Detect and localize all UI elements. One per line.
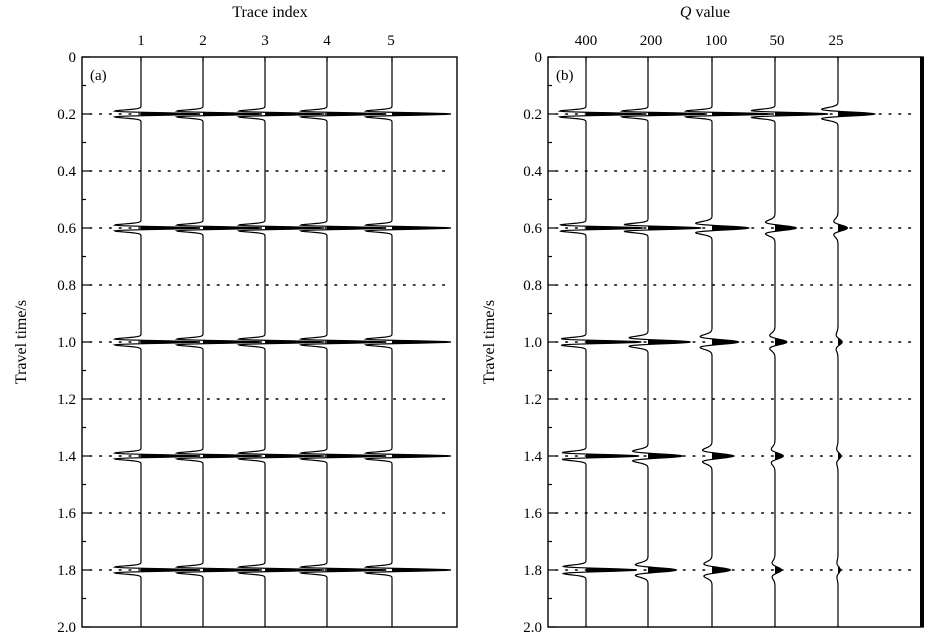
wavelet-fill [712, 566, 731, 574]
panel-a-top-title: Trace index [232, 4, 307, 21]
trace-line [683, 57, 772, 627]
wavelet-fill [838, 224, 848, 232]
wavelet-fill [586, 567, 637, 573]
wavelet-fill [648, 566, 677, 574]
panel-b-y-axis-label: Travel time/s [481, 300, 498, 384]
wavelet-fill [838, 111, 875, 117]
trace-50 [750, 57, 829, 627]
x-tick-label: 5 [387, 33, 395, 49]
y-tick-label: 0.2 [523, 107, 542, 123]
wavelet-fill [775, 338, 787, 346]
wavelet-fill [838, 565, 841, 575]
y-tick-label: 2.0 [57, 620, 76, 636]
panel-b-y-ticks: 0 0.2 0.4 0.6 0.8 1.0 1.2 1.4 1.6 1.8 2.0 [523, 50, 556, 636]
trace-line [174, 57, 263, 627]
y-tick-label: 1.4 [523, 449, 542, 465]
x-tick-label: 100 [705, 33, 728, 49]
wavelet-fill [586, 454, 640, 458]
panel-a-y-axis-label: Travel time/s [13, 300, 30, 384]
trace-1 [112, 57, 201, 627]
y-tick-label: 1.8 [523, 563, 542, 579]
x-tick-label: 50 [770, 33, 785, 49]
wavelet-fill [838, 451, 841, 461]
wavelet-fill [648, 453, 683, 459]
panel-a-traces [112, 57, 452, 627]
trace-line [236, 57, 325, 627]
y-tick-label: 0.4 [523, 164, 542, 180]
wavelet-fill [775, 565, 782, 575]
y-tick-label: 1.2 [57, 392, 76, 408]
panel-a: Trace index Travel time/s (a) 0 0.2 0.4 0.6… [13, 4, 458, 636]
y-tick-label: 1.0 [57, 335, 76, 351]
trace-5 [363, 57, 452, 627]
y-tick-label: 1.0 [523, 335, 542, 351]
y-tick-label: 1.8 [57, 563, 76, 579]
x-tick-label: 200 [640, 33, 663, 49]
y-tick-label: 0.8 [57, 278, 76, 294]
y-tick-label: 1.6 [523, 506, 542, 522]
y-tick-label: 1.2 [523, 392, 542, 408]
y-tick-label: 2.0 [523, 620, 542, 636]
y-tick-label: 0.2 [57, 107, 76, 123]
x-tick-label: 25 [829, 33, 844, 49]
x-tick-label: 2 [199, 33, 207, 49]
panel-a-y-ticks: 0 0.2 0.4 0.6 0.8 1.0 1.2 1.4 1.6 1.8 2.0 [57, 50, 90, 636]
wavelet-fill [775, 224, 797, 232]
trace-line [298, 57, 387, 627]
panel-a-tag: (a) [90, 68, 107, 84]
x-tick-label: 4 [323, 33, 331, 49]
trace-line [750, 57, 829, 627]
x-tick-label: 1 [137, 33, 145, 49]
trace-line [619, 57, 708, 627]
x-tick-label: 3 [261, 33, 269, 49]
x-tick-label: 400 [575, 33, 598, 49]
wavelet-fill [775, 112, 829, 116]
wavelet-fill [648, 339, 691, 345]
y-tick-label: 0 [535, 50, 543, 66]
trace-400 [557, 57, 646, 627]
trace-3 [236, 57, 325, 627]
trace-line [363, 57, 452, 627]
wavelet-fill [712, 338, 739, 346]
panel-b-top-title: Q value [680, 4, 730, 21]
trace-line [821, 57, 877, 627]
trace-line [557, 57, 646, 627]
panel-b: Q value Travel time/s (b) 0 0.2 0.4 0.6 0.8 1… [481, 4, 924, 636]
y-tick-label: 0.6 [57, 221, 76, 237]
wavelet-fill [712, 452, 734, 460]
y-tick-label: 1.4 [57, 449, 76, 465]
panel-b-tag: (b) [556, 68, 574, 84]
y-tick-label: 0.4 [57, 164, 76, 180]
wavelet-fill [775, 452, 784, 460]
wavelet-fill [648, 226, 702, 230]
trace-2 [174, 57, 263, 627]
panel-b-top-title-rest: value [691, 4, 730, 21]
trace-25 [821, 57, 877, 627]
panel-b-x-ticks: 400 200 100 50 25 [575, 33, 844, 62]
panel-b-traces [557, 57, 877, 627]
y-tick-label: 0.6 [523, 221, 542, 237]
trace-200 [619, 57, 708, 627]
trace-line [112, 57, 201, 627]
wavelet-fill [712, 225, 749, 231]
panel-b-top-title-q: Q [680, 4, 692, 21]
y-tick-label: 0.8 [523, 278, 542, 294]
y-tick-label: 1.6 [57, 506, 76, 522]
trace-100 [683, 57, 772, 627]
wavelet-fill [838, 337, 843, 347]
trace-4 [298, 57, 387, 627]
y-tick-label: 0 [69, 50, 77, 66]
